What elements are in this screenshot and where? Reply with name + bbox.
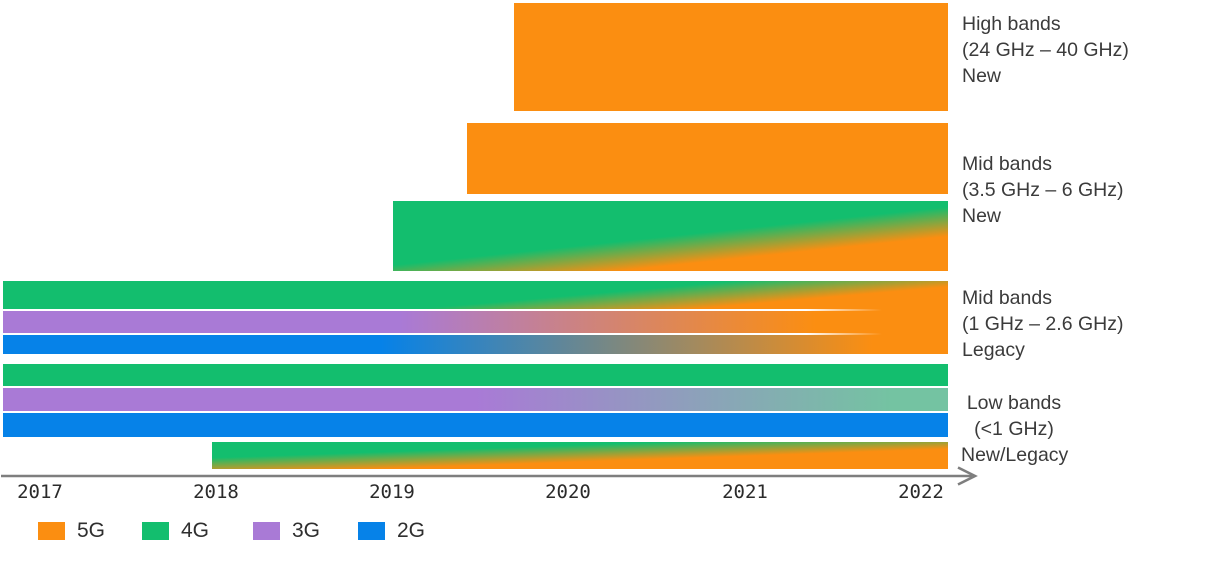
legend-label: 2G [397,519,426,542]
legend-swatch-4g [142,522,169,540]
band-label-line: Mid bands [962,153,1052,175]
axis-year-label: 2022 [898,481,944,503]
stripe-2g-to-5g [3,335,948,354]
legend-item-5g: 5G [38,518,105,544]
band-label-mid-bands-3.5-6ghz: Mid bands (3.5 GHz – 6 GHz) New [962,151,1123,229]
band-label-line: Low bands [966,392,1062,414]
bar-group-mid-bands-1-2.6ghz [3,281,948,354]
stripe-4g-to-5g [3,281,948,309]
band-label-high-bands: High bands (24 GHz – 40 GHz) New [962,11,1129,89]
band-label-line: (1 GHz – 2.6 GHz) [962,313,1124,335]
x-axis-arrow-icon [957,466,978,486]
band-label-line: High bands [962,13,1061,35]
legend-item-3g: 3G [253,518,320,544]
bar-mid-bands-3.5-6ghz-5g [467,123,948,194]
band-label-line: Mid bands [962,287,1052,309]
legend-label: 4G [181,519,210,542]
band-label-line: (<1 GHz) [974,418,1054,440]
band-label-low-bands: Low bands (<1 GHz) New/Legacy [961,390,1069,468]
band-label-line: (3.5 GHz – 6 GHz) [962,179,1124,201]
legend-item-2g: 2G [358,518,425,544]
axis-year-label: 2019 [369,481,415,503]
legend-swatch-5g [38,522,65,540]
bar-high-bands-5g [514,3,948,111]
band-label-line: (24 GHz – 40 GHz) [962,39,1129,61]
axis-year-label: 2021 [722,481,768,503]
band-label-line: Legacy [962,339,1025,361]
axis-year-label: 2017 [17,481,63,503]
legend-item-4g: 4G [142,518,209,544]
x-axis [1,466,978,486]
stripe-3g-to-4g [3,388,948,411]
legend-swatch-3g [253,522,280,540]
axis-year-label: 2020 [545,481,591,503]
band-label-line: New/Legacy [961,444,1069,466]
bar-low-bands-new-5g [212,442,948,469]
stripe-3g-to-5g [3,311,948,333]
band-label-mid-bands-1-2.6ghz: Mid bands (1 GHz – 2.6 GHz) Legacy [962,285,1123,363]
axis-year-label: 2018 [193,481,239,503]
bar-group-low-bands [3,364,948,437]
bar-mid-bands-3.5-6ghz-4g-to-5g [393,201,948,271]
legend-label: 3G [292,519,321,542]
legend-swatch-2g [358,522,385,540]
stripe-2g [3,413,948,437]
band-label-line: New [962,65,1002,87]
legend-label: 5G [77,519,106,542]
stripe-4g [3,364,948,386]
band-label-line: New [962,205,1002,227]
